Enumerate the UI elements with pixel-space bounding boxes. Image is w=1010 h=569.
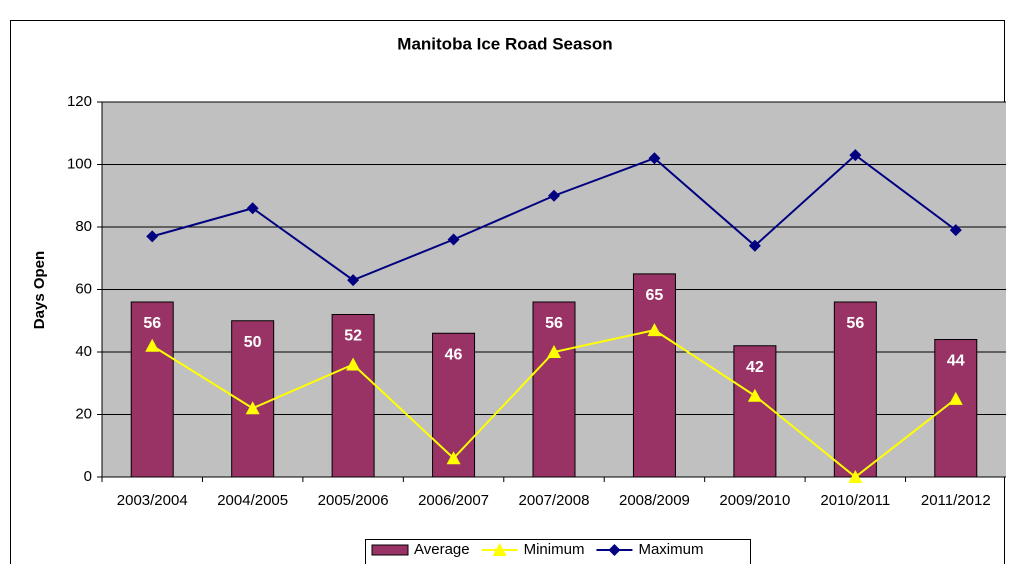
- minimum-marker: [747, 388, 762, 402]
- legend-marker: [608, 544, 621, 556]
- x-tick-label: 2010/2011: [820, 492, 890, 509]
- maximum-marker: [748, 239, 761, 252]
- data-label: 65: [646, 287, 664, 304]
- maximum-marker: [347, 274, 360, 287]
- data-label: 44: [947, 353, 965, 370]
- y-tick-label: 80: [75, 218, 92, 235]
- bar: [632, 273, 676, 478]
- x-tick-label: 2009/2010: [719, 492, 790, 509]
- data-label: 46: [445, 346, 463, 363]
- data-label: 52: [344, 328, 362, 345]
- x-tick-label: 2008/2009: [619, 492, 690, 509]
- maximum-marker: [246, 202, 259, 215]
- x-tick-label: 2003/2004: [117, 492, 188, 509]
- x-tick-label: 2005/2006: [318, 492, 389, 509]
- minimum-marker: [446, 451, 461, 465]
- x-tick-label: 2006/2007: [418, 492, 489, 509]
- maximum-marker: [849, 149, 862, 162]
- data-label: 50: [244, 334, 262, 351]
- y-tick-label: 60: [75, 280, 92, 297]
- x-tick-label: 2011/2012: [921, 492, 991, 509]
- data-label: 56: [846, 315, 864, 332]
- maximum-marker: [648, 152, 661, 165]
- bar: [833, 301, 877, 478]
- minimum-marker: [547, 345, 561, 358]
- legend-label: Average: [414, 541, 470, 558]
- y-tick-label: 40: [75, 343, 92, 360]
- minimum-marker: [145, 338, 160, 352]
- maximum-marker: [548, 189, 560, 202]
- y-axis-label: Days Open: [31, 251, 48, 329]
- bar: [331, 314, 375, 478]
- data-label: 56: [143, 315, 161, 332]
- x-tick-label: 2007/2008: [519, 492, 590, 509]
- legend-marker: [492, 543, 507, 556]
- y-tick-label: 100: [67, 155, 92, 172]
- y-tick-label: 20: [75, 405, 92, 422]
- bar: [733, 345, 777, 478]
- minimum-marker: [245, 401, 260, 415]
- legend-label: Minimum: [524, 541, 585, 558]
- legend: Average Minimum Maximum: [365, 539, 751, 569]
- minimum-marker: [848, 470, 863, 483]
- minimum-marker: [647, 323, 662, 337]
- minimum-marker: [948, 391, 963, 405]
- bar: [130, 301, 174, 478]
- bar: [934, 339, 978, 478]
- bar: [532, 301, 576, 478]
- x-tick-label: 2004/2005: [217, 492, 288, 509]
- y-tick-label: 0: [84, 468, 92, 485]
- data-label: 56: [545, 315, 563, 332]
- legend-swatch: [371, 544, 409, 556]
- data-label: 42: [746, 359, 764, 376]
- y-tick-label: 120: [67, 93, 92, 110]
- minimum-marker: [346, 357, 361, 371]
- chart-title: Manitoba Ice Road Season: [397, 34, 612, 53]
- maximum-marker: [949, 224, 962, 237]
- legend-label: Maximum: [638, 541, 703, 558]
- maximum-marker: [146, 230, 159, 243]
- maximum-marker: [447, 233, 460, 246]
